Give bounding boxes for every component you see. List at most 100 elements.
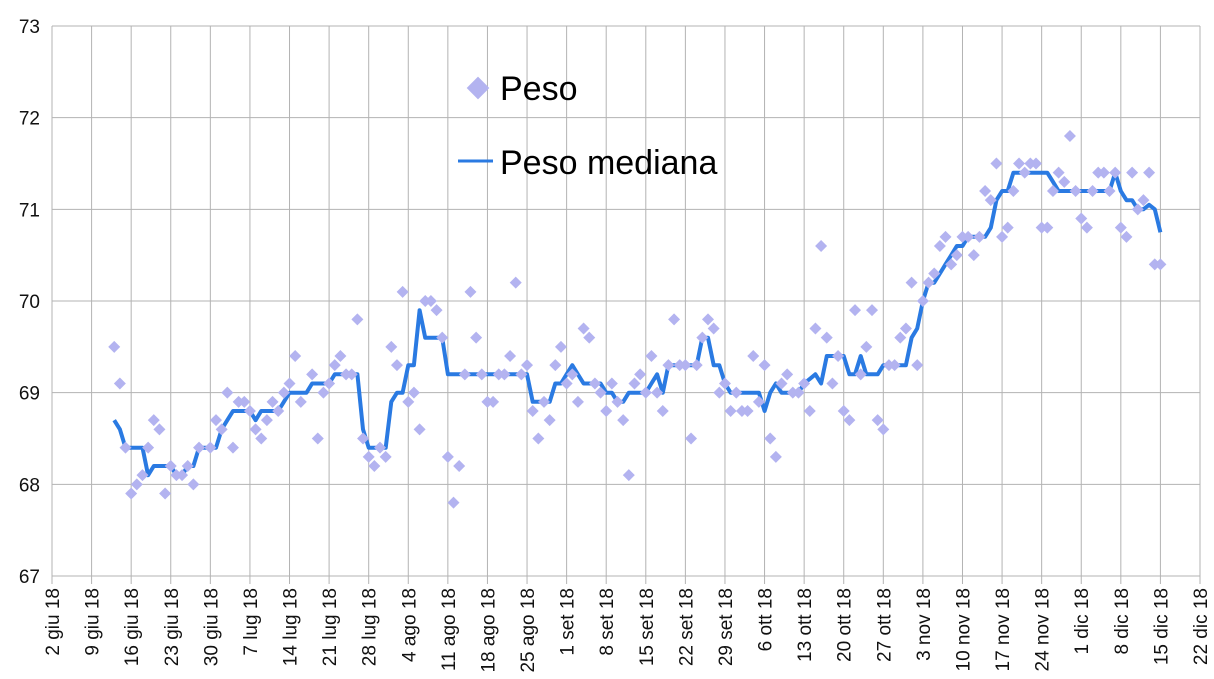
- peso-point: [1109, 166, 1122, 179]
- legend-label-peso: Peso: [500, 70, 578, 108]
- peso-point: [871, 414, 884, 427]
- peso-point: [249, 423, 262, 436]
- x-tick-label: 10 nov 18: [953, 588, 974, 671]
- peso-point: [764, 432, 777, 445]
- peso-point: [905, 276, 918, 289]
- peso-point: [317, 386, 330, 399]
- peso-point: [860, 340, 873, 353]
- peso-point: [193, 441, 206, 454]
- peso-point: [758, 359, 771, 372]
- peso-point: [1103, 185, 1116, 197]
- peso-point: [1052, 166, 1065, 179]
- peso-point: [984, 194, 997, 207]
- peso-point: [498, 368, 511, 381]
- x-tick-label: 18 ago 18: [478, 588, 499, 673]
- peso-point: [470, 331, 483, 344]
- peso-point: [260, 414, 273, 427]
- peso-point: [277, 386, 290, 399]
- peso-point: [549, 359, 562, 372]
- peso-point: [504, 350, 517, 362]
- peso-point: [1131, 203, 1144, 216]
- peso-point: [815, 240, 828, 252]
- y-axis: 67 68 69 70 71 72 73: [19, 17, 40, 588]
- peso-point: [634, 368, 647, 381]
- x-tick-label: 20 ott 18: [835, 588, 856, 662]
- peso-point: [108, 340, 121, 353]
- x-tick-label: 29 set 18: [716, 588, 737, 666]
- legend: Peso Peso mediana: [458, 70, 717, 182]
- x-tick-label: 15 set 18: [637, 588, 658, 666]
- peso-point: [668, 313, 681, 326]
- peso-point: [662, 359, 675, 372]
- peso-point: [945, 258, 958, 271]
- peso-point: [424, 295, 437, 307]
- peso-point: [526, 405, 539, 417]
- peso-point: [351, 313, 364, 326]
- peso-point: [238, 395, 251, 408]
- peso-point: [967, 249, 980, 262]
- y-tick-label: 72: [19, 109, 40, 130]
- peso-point: [792, 386, 805, 399]
- peso-point: [226, 441, 239, 454]
- peso-point: [1063, 130, 1076, 142]
- peso-point: [769, 450, 782, 463]
- x-tick-label: 9 giu 18: [83, 588, 104, 656]
- peso-point: [973, 230, 986, 243]
- peso-point: [1114, 221, 1127, 234]
- peso-point: [752, 395, 765, 408]
- peso-point: [1041, 221, 1054, 234]
- peso-point: [939, 230, 952, 243]
- peso-point: [475, 368, 488, 381]
- peso-point: [176, 469, 189, 482]
- x-tick-label: 8 dic 18: [1112, 588, 1133, 655]
- peso-point: [577, 322, 590, 335]
- peso-point: [453, 460, 466, 472]
- peso-point: [781, 368, 794, 381]
- peso-point: [1137, 194, 1150, 207]
- peso-point: [413, 423, 426, 436]
- x-tick-label: 30 giu 18: [201, 588, 222, 666]
- x-tick-label: 22 set 18: [676, 588, 697, 666]
- x-tick-label: 16 giu 18: [122, 588, 143, 666]
- peso-point: [685, 432, 698, 445]
- peso-point: [877, 423, 890, 436]
- peso-point: [306, 368, 319, 381]
- peso-point: [1086, 185, 1099, 197]
- peso-point: [656, 405, 669, 417]
- peso-point: [164, 460, 177, 472]
- peso-point: [809, 322, 822, 335]
- peso-point: [707, 322, 720, 335]
- peso-point: [820, 331, 833, 344]
- peso-point: [899, 322, 912, 335]
- peso-point: [849, 304, 862, 317]
- peso-point: [402, 395, 415, 408]
- peso-point: [538, 395, 550, 408]
- x-tick-label: 22 dic 18: [1191, 588, 1212, 665]
- peso-point: [741, 405, 754, 417]
- peso-point: [888, 359, 901, 372]
- peso-point: [928, 267, 941, 280]
- peso-point: [1013, 157, 1026, 170]
- peso-point: [1069, 185, 1082, 197]
- peso-point: [702, 313, 714, 326]
- peso-point: [979, 185, 992, 197]
- peso-point: [1075, 212, 1088, 225]
- peso-point: [396, 285, 409, 298]
- peso-point: [1018, 166, 1031, 179]
- peso-point: [272, 405, 285, 417]
- x-tick-label: 21 lug 18: [320, 588, 341, 666]
- peso-point: [1143, 166, 1156, 179]
- peso-point: [996, 230, 1009, 243]
- x-tick-label: 27 ott 18: [874, 588, 895, 662]
- peso-point: [464, 285, 477, 298]
- peso-point: [243, 405, 256, 417]
- x-tick-label: 24 nov 18: [1033, 588, 1054, 671]
- peso-point: [142, 441, 155, 454]
- peso-point: [1120, 230, 1133, 243]
- x-tick-label: 7 lug 18: [241, 588, 262, 656]
- peso-point: [962, 230, 975, 243]
- peso-point: [583, 331, 596, 344]
- x-tick-label: 23 giu 18: [162, 588, 183, 666]
- legend-marker-peso: [466, 76, 490, 100]
- peso-point: [447, 496, 460, 509]
